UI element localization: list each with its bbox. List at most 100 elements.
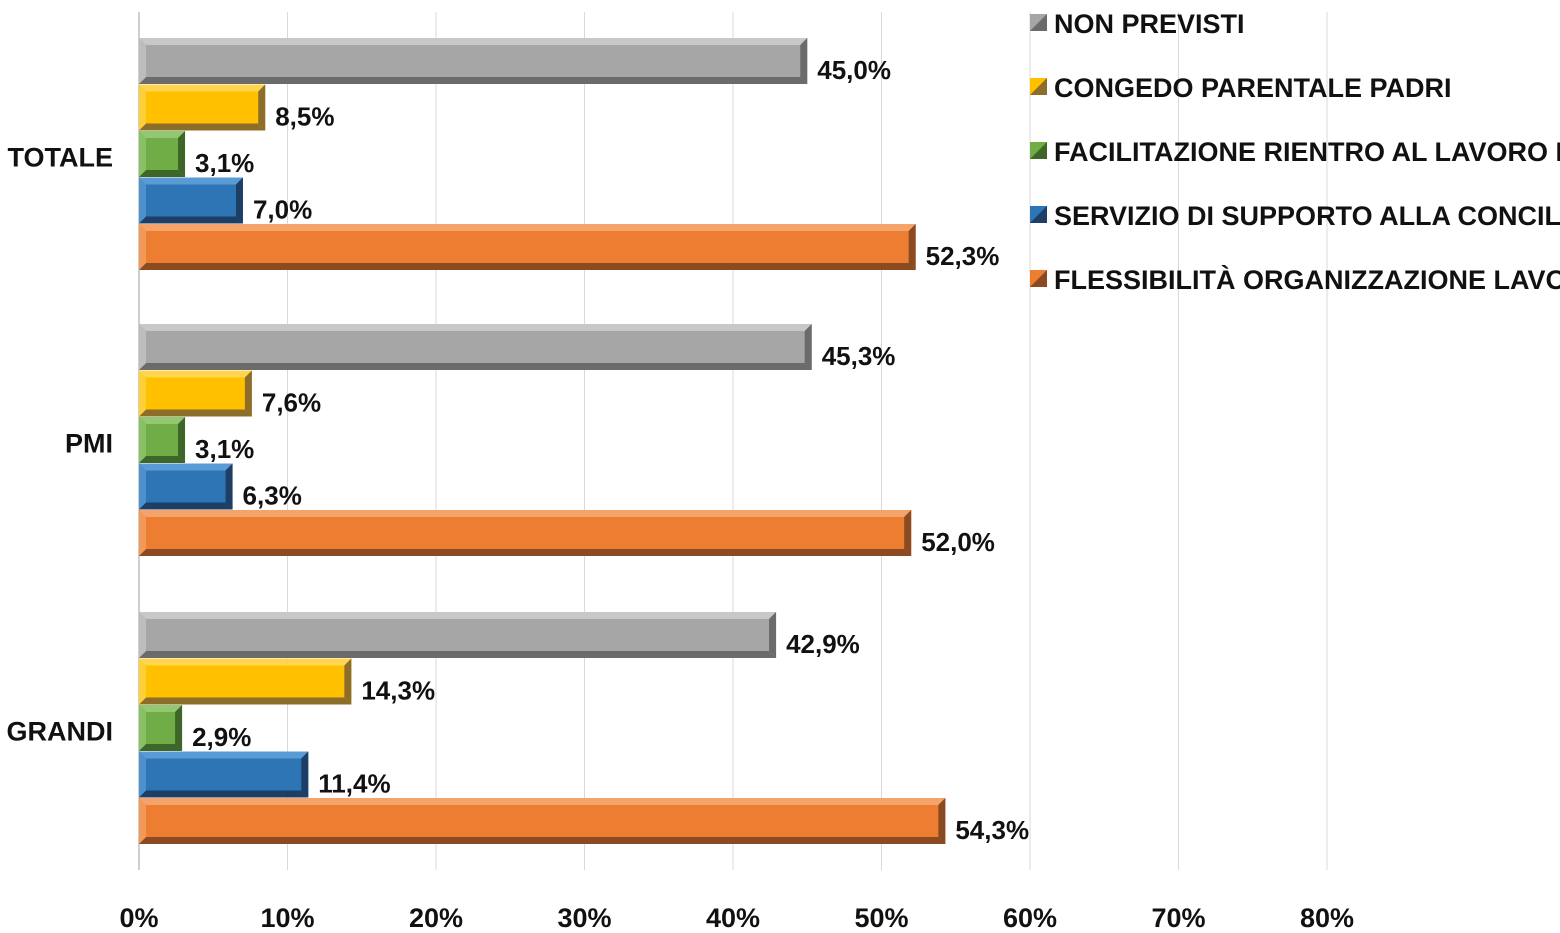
bar-bevel-bottom [139, 170, 186, 177]
bar-bevel-bottom [139, 123, 266, 131]
bar-face [139, 131, 186, 177]
data-label: 2,9% [192, 722, 251, 752]
bar-bevel-bottom [139, 697, 352, 705]
bar-bevel-end [800, 38, 808, 84]
data-label: 52,0% [921, 527, 995, 557]
x-axis-ticks: 0% 10% 20% 30% 40% 50% 60% 70% 80% [119, 903, 1354, 933]
category-label: TOTALE [8, 142, 114, 172]
bar-face [139, 38, 808, 84]
x-tick-label: 20% [409, 903, 463, 933]
bar-bevel-end [804, 324, 812, 370]
category-label: GRANDI [7, 716, 114, 746]
legend-item: FLESSIBILITÀ ORGANIZZAZIONE LAVORO [1030, 264, 1560, 295]
bar-bevel-top [139, 370, 252, 378]
bar-bevel-end [258, 84, 266, 131]
bar: 11,4% [139, 751, 391, 799]
bar-bevel-start [139, 510, 146, 556]
bar-bevel-end [175, 705, 183, 751]
bar-bevel-top [139, 417, 186, 424]
x-tick-label: 60% [1003, 903, 1057, 933]
x-tick-label: 50% [854, 903, 908, 933]
bar-bevel-start [139, 612, 146, 658]
legend-label: FACILITAZIONE RIENTRO AL LAVORO DONNE [1054, 137, 1560, 167]
data-label: 14,3% [361, 676, 435, 706]
data-label: 7,0% [253, 195, 312, 225]
legend-label: SERVIZIO DI SUPPORTO ALLA CONCILIAZIONE [1054, 201, 1560, 231]
bar-bevel-start [139, 751, 146, 798]
bar-bevel-bottom [139, 549, 912, 556]
bar-bevel-bottom [139, 502, 233, 510]
bar-bevel-end [244, 370, 252, 417]
bar: 42,9% [139, 612, 860, 659]
bar-bevel-start [139, 463, 146, 510]
category-group: 45,3% 7,6% 3,1% 6,3% 52,0% PMI [65, 324, 995, 557]
bar-bevel-end [344, 658, 352, 705]
bar: 7,6% [139, 370, 321, 418]
bar-face [139, 177, 243, 224]
bar: 52,0% [139, 510, 995, 557]
bar: 45,0% [139, 38, 891, 85]
bars: 45,0% 8,5% 3,1% 7,0% 52,3% TOTALE 45,3% 7,6% 3,1… [7, 38, 1029, 845]
data-label: 8,5% [275, 102, 334, 132]
legend-item: CONGEDO PARENTALE PADRI [1030, 73, 1452, 103]
bar-face [139, 751, 309, 798]
bar: 3,1% [139, 131, 254, 178]
data-label: 3,1% [195, 148, 254, 178]
x-tick-label: 30% [557, 903, 611, 933]
bar-bevel-top [139, 84, 266, 92]
bar-face [139, 510, 912, 556]
data-label: 42,9% [786, 629, 860, 659]
bar-bevel-bottom [139, 456, 186, 463]
data-label: 7,6% [262, 388, 321, 418]
bar-bevel-top [139, 38, 808, 45]
legend-swatch-shade [1030, 270, 1047, 287]
bar-face [139, 224, 916, 270]
bar-bevel-end [225, 463, 233, 510]
data-label: 45,0% [817, 55, 891, 85]
bar: 2,9% [139, 705, 251, 752]
bar-bevel-top [139, 658, 352, 666]
bar-bevel-end [301, 751, 309, 798]
bar-bevel-start [139, 658, 146, 705]
bar-bevel-end [908, 224, 916, 270]
bar-bevel-start [139, 38, 146, 84]
bar-bevel-top [139, 612, 777, 619]
category-group: 42,9% 14,3% 2,9% 11,4% 54,3% GRANDI [7, 612, 1029, 845]
data-label: 6,3% [243, 481, 302, 511]
bar-bevel-top [139, 177, 243, 185]
x-tick-label: 70% [1151, 903, 1205, 933]
bar-bevel-bottom [139, 263, 916, 270]
bar-face [139, 658, 352, 705]
bar-face [139, 370, 252, 417]
legend-item: NON PREVISTI [1030, 9, 1245, 39]
category-group: 45,0% 8,5% 3,1% 7,0% 52,3% TOTALE [8, 38, 1000, 271]
bar: 45,3% [139, 324, 895, 371]
bar-bevel-start [139, 798, 146, 844]
bar: 54,3% [139, 798, 1029, 845]
legend: NON PREVISTI CONGEDO PARENTALE PADRI FACIL… [1030, 9, 1560, 295]
bar-bevel-end [938, 798, 946, 844]
bar-bevel-start [139, 131, 146, 177]
data-label: 52,3% [926, 241, 1000, 271]
bar-bevel-bottom [139, 790, 309, 798]
bar-face [139, 417, 186, 463]
bar-bevel-start [139, 84, 146, 131]
bar: 7,0% [139, 177, 312, 225]
bar-bevel-top [139, 751, 309, 759]
bar-face [139, 798, 946, 844]
legend-swatch-shade [1030, 14, 1047, 31]
bar-face [139, 612, 777, 658]
bar-bevel-bottom [139, 409, 252, 417]
bar-bevel-start [139, 324, 146, 370]
bar-bevel-end [178, 131, 186, 177]
data-label: 3,1% [195, 434, 254, 464]
bar-bevel-start [139, 224, 146, 270]
legend-item: FACILITAZIONE RIENTRO AL LAVORO DONNE [1030, 137, 1560, 167]
category-label: PMI [65, 428, 113, 458]
legend-label: FLESSIBILITÀ ORGANIZZAZIONE LAVORO [1054, 264, 1560, 295]
bar-bevel-bottom [139, 837, 946, 844]
bar-bevel-top [139, 463, 233, 471]
legend-label: CONGEDO PARENTALE PADRI [1054, 73, 1452, 103]
bar-bevel-top [139, 798, 946, 805]
